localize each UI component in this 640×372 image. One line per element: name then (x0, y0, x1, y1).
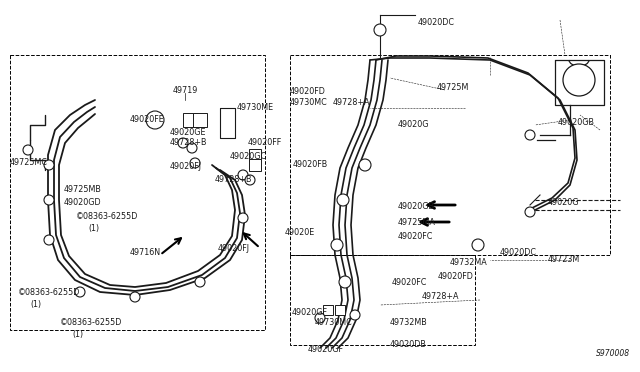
Text: 49728+B: 49728+B (215, 175, 253, 184)
Bar (183, 113, 197, 127)
Text: 49020GC: 49020GC (230, 152, 267, 161)
Text: 49020E: 49020E (285, 228, 316, 237)
Bar (249, 159, 261, 171)
Bar (290, 255, 475, 345)
Circle shape (331, 239, 343, 251)
Text: 49020GB: 49020GB (558, 118, 595, 127)
Text: ©08363-6255D: ©08363-6255D (18, 288, 81, 297)
Text: 49020FE: 49020FE (130, 115, 164, 124)
Text: 49725M: 49725M (437, 83, 469, 92)
Circle shape (238, 170, 248, 180)
Circle shape (195, 277, 205, 287)
Circle shape (75, 287, 85, 297)
Circle shape (339, 276, 351, 288)
Bar (335, 305, 345, 315)
Circle shape (187, 143, 197, 153)
Text: 49020FF: 49020FF (248, 138, 282, 147)
Circle shape (190, 158, 200, 168)
Text: 49723M: 49723M (548, 255, 580, 264)
Text: 49020GF: 49020GF (308, 345, 344, 354)
Text: 49020DB: 49020DB (390, 340, 427, 349)
Circle shape (359, 159, 371, 171)
Text: (1): (1) (30, 300, 41, 309)
Text: 49020FJ: 49020FJ (218, 244, 250, 253)
Circle shape (563, 64, 595, 96)
Text: 49020FC: 49020FC (398, 232, 433, 241)
Text: (1): (1) (88, 224, 99, 233)
Text: 49020G: 49020G (398, 120, 429, 129)
Bar (323, 305, 333, 315)
Circle shape (44, 195, 54, 205)
Text: 49020FJ: 49020FJ (170, 162, 202, 171)
Text: 49020DC: 49020DC (500, 248, 537, 257)
Text: 49730MC: 49730MC (290, 98, 328, 107)
Text: 49020FD: 49020FD (290, 87, 326, 96)
Text: 49719: 49719 (172, 86, 198, 95)
Bar (10, 55, 265, 330)
Text: 49020DC: 49020DC (418, 18, 455, 27)
Text: 49716N: 49716N (130, 248, 161, 257)
Text: 49020FC: 49020FC (392, 278, 428, 287)
Circle shape (44, 160, 54, 170)
Circle shape (374, 24, 386, 36)
Circle shape (44, 235, 54, 245)
Text: 49020GE: 49020GE (170, 128, 207, 137)
Text: 49728+B: 49728+B (170, 138, 207, 147)
Bar (249, 149, 261, 161)
Text: 49730MC: 49730MC (315, 318, 353, 327)
Text: 49732MB: 49732MB (390, 318, 428, 327)
Circle shape (23, 145, 33, 155)
Circle shape (525, 207, 535, 217)
Text: ©08363-6255D: ©08363-6255D (60, 318, 122, 327)
Text: 49725MC: 49725MC (10, 158, 48, 167)
Text: S970008: S970008 (596, 349, 630, 358)
Text: ©08363-6255D: ©08363-6255D (76, 212, 138, 221)
Text: 49020FB: 49020FB (293, 160, 328, 169)
Bar (193, 113, 207, 127)
Text: 49020G: 49020G (548, 198, 579, 207)
Circle shape (525, 130, 535, 140)
Text: 49020FD: 49020FD (438, 272, 474, 281)
Text: 49020GD: 49020GD (64, 198, 102, 207)
Circle shape (178, 138, 188, 148)
Text: 49725MA: 49725MA (398, 218, 436, 227)
Circle shape (238, 213, 248, 223)
Text: 49728+A: 49728+A (333, 98, 371, 107)
Circle shape (350, 310, 360, 320)
Circle shape (146, 111, 164, 129)
Text: 49730ME: 49730ME (237, 103, 274, 112)
Circle shape (337, 194, 349, 206)
Text: 49725MB: 49725MB (64, 185, 102, 194)
Text: 49732MA: 49732MA (450, 258, 488, 267)
Circle shape (315, 313, 325, 323)
Text: (1): (1) (72, 330, 83, 339)
Text: 49020GF: 49020GF (292, 308, 328, 317)
Circle shape (472, 239, 484, 251)
Text: 49728+A: 49728+A (422, 292, 460, 301)
Circle shape (130, 292, 140, 302)
Bar (290, 55, 610, 255)
Circle shape (245, 175, 255, 185)
Text: 49020GB: 49020GB (398, 202, 435, 211)
